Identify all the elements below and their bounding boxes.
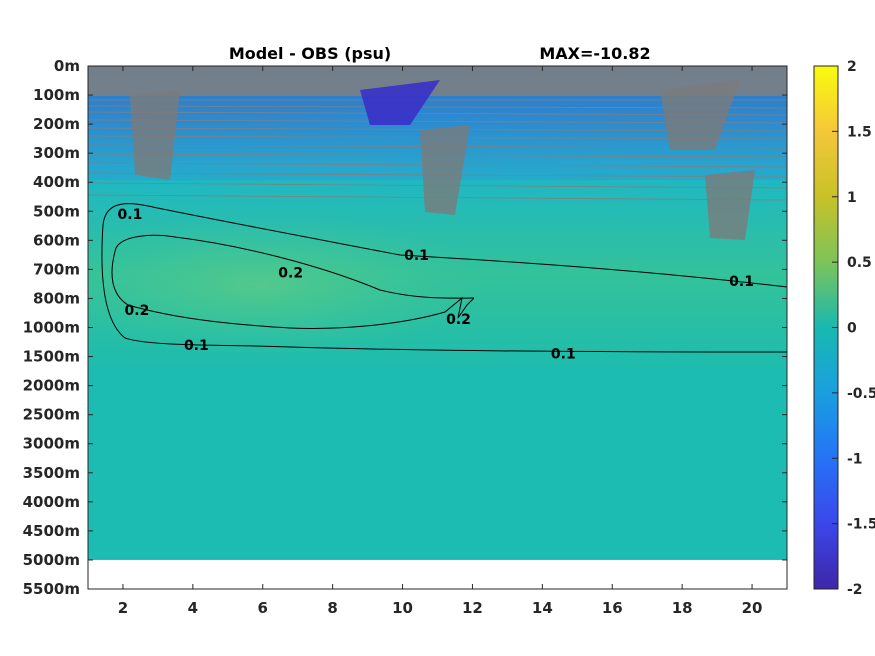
x-tick-label: 4 xyxy=(188,599,198,617)
y-tick-label: 500m xyxy=(33,202,80,220)
y-tick-label: 800m xyxy=(33,289,80,307)
x-tick-label: 6 xyxy=(258,599,268,617)
y-tick-label: 0m xyxy=(54,57,80,75)
colorbar-tick-label: 1.5 xyxy=(847,124,872,140)
y-axis: 0m 100m 200m 300m 400m 500m 600m 700m 800m 1000m 1… xyxy=(23,57,787,598)
y-tick-label: 3500m xyxy=(23,464,80,482)
contour-0-1-outer xyxy=(101,203,787,353)
x-tick-label: 2 xyxy=(118,599,128,617)
y-tick-label: 300m xyxy=(33,144,80,162)
contour-label: 0.2 xyxy=(125,303,150,319)
colorbar-tick-label: 1 xyxy=(847,190,857,206)
x-tick-label: 12 xyxy=(462,599,483,617)
y-tick-label: 3000m xyxy=(23,435,80,453)
y-tick-label: 1500m xyxy=(23,348,80,366)
y-tick-label: 600m xyxy=(33,231,80,249)
contour-label: 0.1 xyxy=(184,338,209,354)
x-tick-label: 10 xyxy=(392,599,413,617)
contour-label: 0.1 xyxy=(551,347,576,363)
y-tick-label: 700m xyxy=(33,260,80,278)
y-tick-label: 4000m xyxy=(23,493,80,511)
colorbar-tick-label: -0.5 xyxy=(847,386,875,402)
y-tick-label: 400m xyxy=(33,173,80,191)
contour-label: 0.1 xyxy=(404,248,429,264)
colorbar-tick-label: -2 xyxy=(847,582,863,598)
x-tick-label: 20 xyxy=(742,599,763,617)
contour-0-2-upper xyxy=(174,236,475,299)
gray-label-clusters xyxy=(130,80,755,240)
colorbar-tick-label: 2 xyxy=(847,59,857,75)
x-axis: 2 4 6 8 10 12 14 16 18 20 xyxy=(118,66,763,617)
no-data-region xyxy=(88,559,787,589)
y-tick-label: 1000m xyxy=(23,319,80,337)
y-tick-label: 2500m xyxy=(23,406,80,424)
y-tick-label: 5500m xyxy=(23,580,80,598)
y-tick-label: 4500m xyxy=(23,522,80,540)
y-tick-label: 2000m xyxy=(23,377,80,395)
y-tick-label: 100m xyxy=(33,86,80,104)
colorbar-tick-label: 0.5 xyxy=(847,255,872,271)
y-tick-label: 5000m xyxy=(23,551,80,569)
x-tick-label: 18 xyxy=(672,599,693,617)
black-contours xyxy=(101,203,787,353)
contour-label: 0.1 xyxy=(118,207,143,223)
contour-label: 0.2 xyxy=(278,265,303,281)
max-annotation: MAX=-10.82 xyxy=(539,44,650,63)
contour-label-layer: 0.1 0.2 0.2 0.2 0.1 0.1 0.1 0.1 xyxy=(118,207,754,362)
contour-0-1-upper xyxy=(147,205,787,288)
contour-0-2-outer xyxy=(111,234,475,329)
colorbar-tick-label: 0 xyxy=(847,321,857,337)
positive-anomaly-core xyxy=(88,215,490,355)
colorbar-ticks: 2 1.5 1 0.5 0 -0.5 -1 -1.5 -2 xyxy=(832,59,875,598)
chart-title: Model - OBS (psu) xyxy=(229,44,391,63)
y-tick-label: 200m xyxy=(33,115,80,133)
plot-area xyxy=(88,66,787,561)
x-tick-label: 14 xyxy=(532,599,553,617)
colorbar-tick-label: -1 xyxy=(847,451,863,467)
contour-label: 0.2 xyxy=(446,312,471,328)
x-tick-label: 8 xyxy=(327,599,337,617)
colorbar-tick-label: -1.5 xyxy=(847,517,875,533)
contour-label: 0.1 xyxy=(729,274,754,290)
x-tick-label: 16 xyxy=(602,599,623,617)
